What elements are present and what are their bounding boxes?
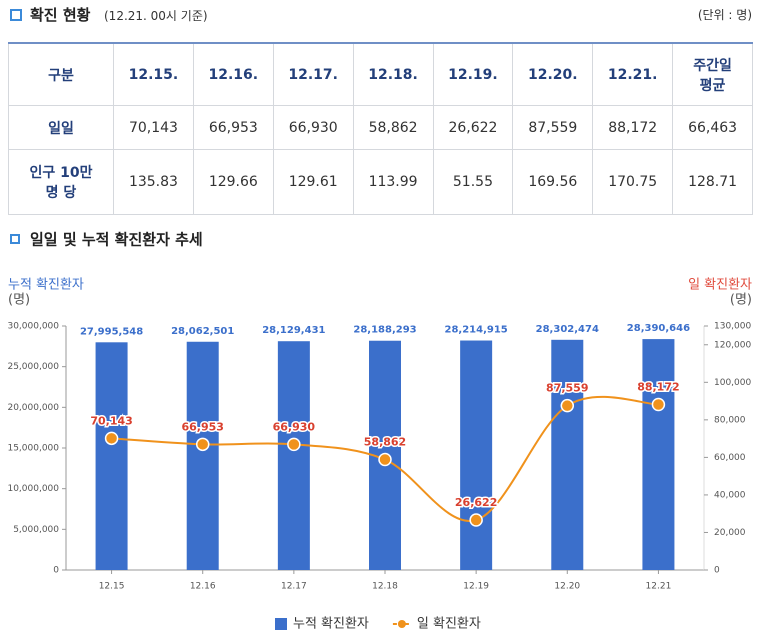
bar — [186, 341, 219, 570]
row-header: 일일 — [8, 105, 114, 150]
header-cell: 12.16. — [192, 42, 274, 106]
section-icon — [10, 9, 22, 21]
line-point — [651, 397, 666, 412]
x-tick-label: 12.21 — [646, 582, 672, 592]
unit-note: (단위 : 명) — [697, 8, 752, 22]
line-value-label: 58,862 — [364, 436, 406, 449]
line-value-label: 87,559 — [546, 382, 588, 395]
cell: 169.56 — [512, 149, 594, 215]
y2-tick-label: 0 — [714, 566, 720, 576]
y2-tick-label: 100,000 — [714, 378, 751, 388]
x-tick-label: 12.20 — [554, 582, 580, 592]
line-value-label: 66,930 — [273, 420, 316, 433]
header-cell: 12.20. — [512, 42, 594, 106]
bar — [460, 340, 493, 570]
y-tick-label: 10,000,000 — [7, 484, 59, 494]
x-tick-label: 12.16 — [190, 582, 216, 592]
cell: 128.71 — [672, 149, 753, 215]
bar — [277, 341, 310, 570]
line-value-label: 26,622 — [455, 496, 497, 509]
y2-axis-unit: (명) — [730, 293, 752, 308]
table-header-row: 구분 12.15. 12.16. 12.17. 12.18. 12.19. 12.20. 12… — [8, 42, 753, 106]
bar-value-label: 27,995,548 — [80, 326, 143, 337]
bar-value-label: 28,188,293 — [353, 325, 416, 336]
y-tick-label: 0 — [53, 566, 59, 576]
y2-tick-label: 60,000 — [714, 453, 746, 463]
cell: 26,622 — [432, 105, 514, 150]
chart: 일일 및 누적 확진환자 추세 누적 확진환자 (명) 일 확진환자 (명) 0… — [7, 231, 752, 632]
section-title: 확진 현황 — [30, 6, 91, 24]
cell: 66,953 — [192, 105, 274, 150]
header-cell: 주간일 평균 — [672, 42, 753, 106]
chart-title: 일일 및 누적 확진환자 추세 — [30, 231, 203, 249]
cell: 58,862 — [352, 105, 434, 150]
table-row: 인구 10만 명 당 135.83 129.66 129.61 113.99 51.55 1… — [8, 149, 753, 215]
header-cell: 12.15. — [113, 42, 194, 106]
cell: 113.99 — [352, 149, 434, 215]
legend-swatch — [275, 618, 287, 630]
cell: 66,463 — [672, 105, 753, 150]
section-icon — [10, 234, 20, 244]
y-axis-label: 누적 확진환자 — [8, 278, 84, 293]
stats-table: 구분 12.15. 12.16. 12.17. 12.18. 12.19. 12.20. 12… — [8, 42, 753, 215]
y-tick-label: 20,000,000 — [7, 403, 59, 413]
line-point — [195, 437, 210, 452]
y-tick-label: 25,000,000 — [7, 362, 59, 372]
bar-value-label: 28,302,474 — [536, 324, 599, 335]
x-tick-label: 12.15 — [99, 582, 125, 592]
header-cell: 12.19. — [432, 42, 514, 106]
cell: 170.75 — [592, 149, 674, 215]
line-point — [378, 452, 392, 467]
line-value-label: 66,953 — [181, 420, 223, 433]
cell: 135.83 — [113, 149, 194, 215]
bar-value-label: 28,214,915 — [445, 325, 508, 336]
y2-tick-label: 120,000 — [714, 340, 751, 350]
y-axis-unit: (명) — [8, 293, 30, 308]
x-tick-label: 12.17 — [281, 582, 307, 592]
cell: 70,143 — [113, 105, 194, 150]
legend-label: 누적 확진환자 — [293, 617, 369, 632]
table-row: 일일 70,143 66,953 66,930 58,862 26,622 87,559 88… — [8, 105, 753, 150]
legend-label: 일 확진환자 — [417, 617, 481, 632]
y2-tick-label: 130,000 — [714, 322, 751, 332]
y2-tick-label: 20,000 — [714, 528, 746, 538]
line-point — [104, 431, 119, 446]
line-point — [469, 513, 483, 527]
y2-tick-label: 80,000 — [714, 415, 746, 425]
x-tick-label: 12.19 — [463, 582, 489, 592]
cell: 129.66 — [192, 149, 274, 215]
bar — [642, 339, 675, 570]
line-value-label: 88,172 — [637, 381, 679, 394]
bar — [95, 342, 128, 570]
y-tick-label: 5,000,000 — [13, 525, 59, 535]
cell: 88,172 — [592, 105, 674, 150]
y-tick-label: 15,000,000 — [7, 444, 59, 454]
bar-value-label: 28,390,646 — [627, 323, 690, 334]
header-cell: 12.21. — [592, 42, 674, 106]
header-cell: 12.17. — [272, 42, 354, 106]
legend-swatch — [397, 620, 406, 628]
section-note: (12.21. 00시 기준) — [104, 9, 208, 23]
cell: 51.55 — [432, 149, 514, 215]
cell: 129.61 — [272, 149, 354, 215]
cell: 66,930 — [272, 105, 354, 150]
x-tick-label: 12.18 — [372, 582, 398, 592]
bar-value-label: 28,129,431 — [262, 325, 325, 336]
header-cell: 12.18. — [352, 42, 434, 106]
header-cell: 구분 — [8, 42, 114, 106]
row-header: 인구 10만 명 당 — [8, 149, 114, 215]
bar-value-label: 28,062,501 — [171, 326, 234, 337]
line-point — [287, 437, 301, 452]
bar — [551, 339, 584, 570]
cell: 87,559 — [512, 105, 594, 150]
y2-axis-label: 일 확진환자 — [688, 278, 752, 293]
line-point — [560, 398, 575, 413]
line-value-label: 70,143 — [90, 414, 132, 427]
y-tick-label: 30,000,000 — [7, 322, 59, 332]
y2-tick-label: 40,000 — [714, 490, 746, 500]
